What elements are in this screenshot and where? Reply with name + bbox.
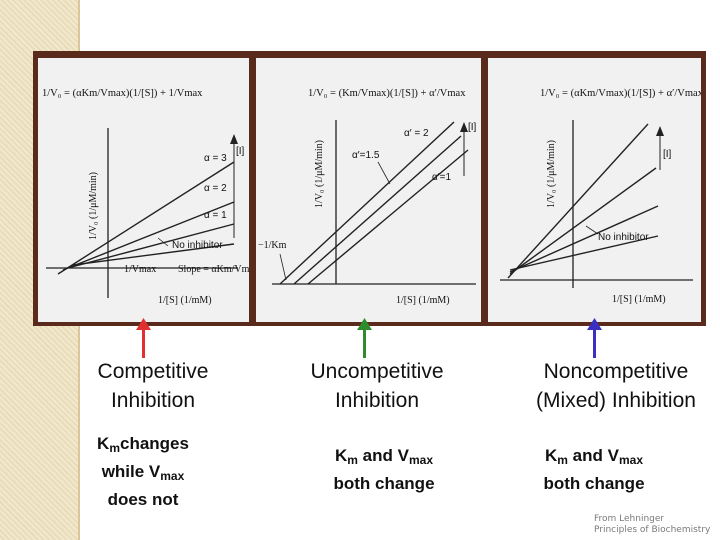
label-intercept: −1/Km: [258, 240, 287, 251]
formula-competitive: 1/V₀ = (αKm/Vmax)(1/[S]) + 1/Vmax: [42, 88, 203, 99]
label-no-inhibitor: No inhibitor: [598, 232, 649, 243]
line-alpha-2: [62, 201, 235, 271]
line-alpha-prime-1-5: [293, 135, 462, 285]
formula-noncompetitive: 1/V₀ = (αKm/Vmax)(1/[S]) + α′/Vmax: [540, 88, 701, 99]
note-noncompetitive: Km and Vmax both change: [514, 444, 674, 495]
arrow-competitive-shaft: [142, 326, 145, 358]
y-axis-label: 1/V₀ (1/μM/min): [546, 140, 557, 208]
label-alpha-3: α = 3: [204, 153, 227, 164]
note-and-v: and V: [357, 446, 409, 465]
note-and-v: and V: [567, 446, 619, 465]
pointer-alpha-prime-1-5: [377, 161, 391, 185]
note-uncompetitive-line2: both change: [333, 474, 435, 493]
arrow-noncompetitive-shaft: [593, 326, 596, 358]
formula-uncompetitive: 1/V₀ = (Km/Vmax)(1/[S]) + α′/Vmax: [308, 88, 466, 99]
note-m-subscript: m: [557, 453, 568, 467]
note-noncompetitive-line2: both change: [543, 474, 645, 493]
plot-competitive: 1/V₀ = (αKm/Vmax)(1/[S]) + 1/Vmax [I] α …: [38, 58, 249, 322]
x-axis-label: 1/[S] (1/mM): [612, 294, 666, 305]
note-max-subscript: max: [408, 453, 433, 467]
label-intercept: 1/Vmax: [124, 264, 156, 275]
label-alpha-2: α = 2: [204, 183, 227, 194]
note-competitive: Kmchanges while Vmax does not: [78, 432, 208, 511]
line-inhibitor-high: [507, 123, 649, 279]
note-competitive-line3: does not: [107, 490, 179, 509]
line-alpha-prime-2: [279, 121, 455, 285]
title-noncompetitive-line2: (Mixed) Inhibition: [536, 389, 696, 412]
y-axis-label: 1/V₀ (1/μM/min): [314, 140, 325, 208]
note-max-subscript: max: [160, 469, 185, 483]
note-k: K: [97, 434, 110, 453]
inhibitor-label: [I]: [663, 149, 672, 160]
plot-noncompetitive: 1/V₀ = (αKm/Vmax)(1/[S]) + α′/Vmax [I] N…: [488, 58, 701, 322]
inhibitor-label: [I]: [468, 122, 477, 133]
inhibitor-arrow-head: [656, 126, 664, 136]
note-m-subscript: m: [347, 453, 358, 467]
title-competitive-line1: Competitive: [97, 360, 209, 383]
x-axis-label: 1/[S] (1/mM): [158, 295, 212, 306]
label-alpha-prime-2: α′ = 2: [404, 128, 429, 139]
title-noncompetitive-line1: Noncompetitive: [543, 360, 689, 383]
note-uncompetitive-line1: Km and Vmax: [304, 444, 464, 472]
note-m-subscript: m: [109, 441, 120, 455]
note-while-v: while V: [101, 462, 161, 481]
note-max-subscript: max: [618, 453, 643, 467]
note-competitive-line1: Kmchanges: [78, 432, 208, 460]
note-competitive-line2: while Vmax: [78, 460, 208, 488]
line-inhibitor-low: [509, 205, 659, 273]
pointer-intercept: [279, 253, 287, 281]
title-competitive-line2: Inhibition: [110, 389, 196, 412]
inhibitor-arrow-head: [230, 134, 238, 144]
label-alpha-prime-1-5: α′=1.5: [352, 150, 380, 161]
note-noncompetitive-line1: Km and Vmax: [514, 444, 674, 472]
credit-line1: From Lehninger: [594, 514, 665, 524]
note-uncompetitive: Km and Vmax both change: [304, 444, 464, 495]
title-competitive: Competitive Inhibition: [78, 357, 228, 415]
label-alpha-1: α = 1: [204, 210, 227, 221]
line-alpha-1: [67, 223, 235, 269]
line-inhibitor-mid: [509, 167, 657, 275]
pointer-no-inhibitor: [585, 225, 599, 235]
x-axis-label: 1/[S] (1/mM): [396, 295, 450, 306]
note-changes: changes: [119, 434, 189, 453]
title-uncompetitive: Uncompetitive Inhibition: [294, 357, 460, 415]
line-alpha-prime-1: [307, 149, 469, 285]
y-axis-label: 1/V₀ (1/μM/min): [88, 172, 99, 240]
pointer-no-inhibitor: [157, 237, 169, 247]
line-alpha-3: [57, 161, 235, 275]
plot-uncompetitive: 1/V₀ = (Km/Vmax)(1/[S]) + α′/Vmax [I] α′…: [256, 58, 481, 322]
label-slope: Slope = αKm/Vmax: [178, 264, 249, 275]
label-alpha-prime-1: α′=1: [432, 172, 451, 183]
line-no-inhibitor: [72, 243, 235, 266]
line-no-inhibitor: [509, 235, 659, 271]
note-k: K: [335, 446, 348, 465]
inhibitor-arrow-head: [460, 122, 468, 132]
title-noncompetitive: Noncompetitive (Mixed) Inhibition: [518, 357, 714, 415]
note-k: K: [545, 446, 558, 465]
credit-line2: Principles of Biochemistry: [594, 525, 711, 535]
label-no-inhibitor: No inhibitor: [172, 240, 223, 251]
source-credit: From Lehninger Principles of Biochemistr…: [594, 514, 710, 536]
arrow-uncompetitive-shaft: [363, 326, 366, 358]
title-uncompetitive-line1: Uncompetitive: [310, 360, 444, 383]
inhibitor-label: [I]: [236, 146, 245, 157]
title-uncompetitive-line2: Inhibition: [334, 389, 420, 412]
